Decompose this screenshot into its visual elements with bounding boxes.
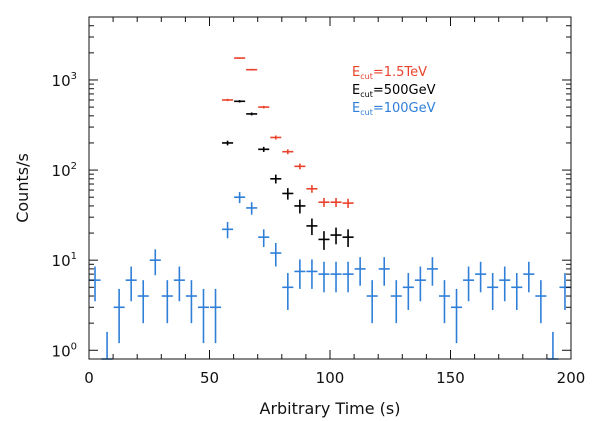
- data-point: [487, 273, 499, 310]
- data-point: [282, 273, 294, 310]
- data-point: [234, 57, 246, 59]
- data-point: [149, 249, 161, 276]
- data-point: [306, 218, 318, 236]
- data-point: [258, 105, 270, 109]
- x-tick-label: 0: [84, 369, 94, 387]
- legend: Ecut=1.5TeV Ecut=500GeV Ecut=100GeV: [352, 65, 436, 117]
- data-point: [547, 331, 559, 360]
- data-point: [137, 280, 149, 324]
- data-point: [366, 280, 378, 324]
- data-point: [559, 273, 571, 310]
- data-point: [330, 261, 342, 293]
- data-point: [451, 288, 463, 344]
- data-point: [258, 146, 270, 152]
- data-point: [463, 266, 475, 302]
- data-point: [222, 222, 234, 239]
- data-point: [426, 257, 438, 286]
- data-point: [113, 288, 125, 344]
- series-2: [89, 192, 571, 360]
- data-point: [342, 261, 354, 293]
- x-tick-label: 150: [436, 369, 465, 387]
- data-point: [535, 280, 547, 324]
- data-point: [246, 202, 258, 215]
- data-point: [342, 229, 354, 248]
- data-point: [282, 149, 294, 155]
- data-point: [318, 197, 330, 207]
- data-point: [222, 98, 234, 102]
- data-point: [402, 273, 414, 310]
- data-point: [438, 280, 450, 324]
- data-layer: [89, 57, 571, 360]
- data-point: [306, 185, 318, 193]
- data-point: [234, 192, 246, 204]
- data-point: [390, 280, 402, 324]
- data-point: [330, 197, 342, 207]
- x-axis-title: Arbitrary Time (s): [260, 399, 401, 418]
- series-0: [222, 57, 354, 208]
- data-point: [173, 266, 185, 302]
- x-tick-label: 50: [200, 369, 219, 387]
- data-point: [222, 140, 234, 146]
- data-point: [294, 163, 306, 170]
- series-1: [222, 100, 354, 250]
- data-point: [354, 257, 366, 286]
- y-tick-label: 103: [52, 71, 77, 90]
- data-point: [185, 280, 197, 324]
- data-point: [294, 199, 306, 214]
- y-tick-label: 101: [52, 251, 77, 270]
- axis-layer: 0 50 100 150 200 100 101 102 103: [52, 16, 586, 387]
- data-point: [197, 288, 209, 344]
- data-point: [318, 261, 330, 293]
- data-point: [511, 273, 523, 310]
- legend-entry: Ecut=1.5TeV: [352, 65, 427, 81]
- data-point: [210, 288, 222, 344]
- data-point: [475, 261, 487, 293]
- data-point: [306, 259, 318, 289]
- data-point: [270, 243, 282, 267]
- x-tick-label: 100: [316, 369, 345, 387]
- y-tick-label: 102: [52, 161, 77, 180]
- data-point: [270, 135, 282, 140]
- y-tick-label: 100: [52, 341, 77, 360]
- data-point: [282, 188, 294, 200]
- data-point: [342, 198, 354, 208]
- data-point: [234, 100, 246, 103]
- data-point: [258, 229, 270, 248]
- data-point: [330, 227, 342, 245]
- x-tick-label: 200: [557, 369, 586, 387]
- data-point: [101, 331, 113, 360]
- data-point: [523, 261, 535, 293]
- data-point: [499, 266, 511, 302]
- y-axis-title: Counts/s: [13, 153, 32, 223]
- data-point: [378, 257, 390, 286]
- data-point: [318, 231, 330, 250]
- data-point: [414, 266, 426, 302]
- legend-entry: Ecut=500GeV: [352, 83, 436, 99]
- data-point: [161, 280, 173, 324]
- data-point: [246, 112, 258, 116]
- data-point: [270, 174, 282, 184]
- data-point: [294, 259, 306, 289]
- data-point: [246, 68, 258, 71]
- plot-frame: [88, 16, 572, 360]
- legend-entry: Ecut=100GeV: [352, 101, 436, 117]
- data-point: [125, 266, 137, 302]
